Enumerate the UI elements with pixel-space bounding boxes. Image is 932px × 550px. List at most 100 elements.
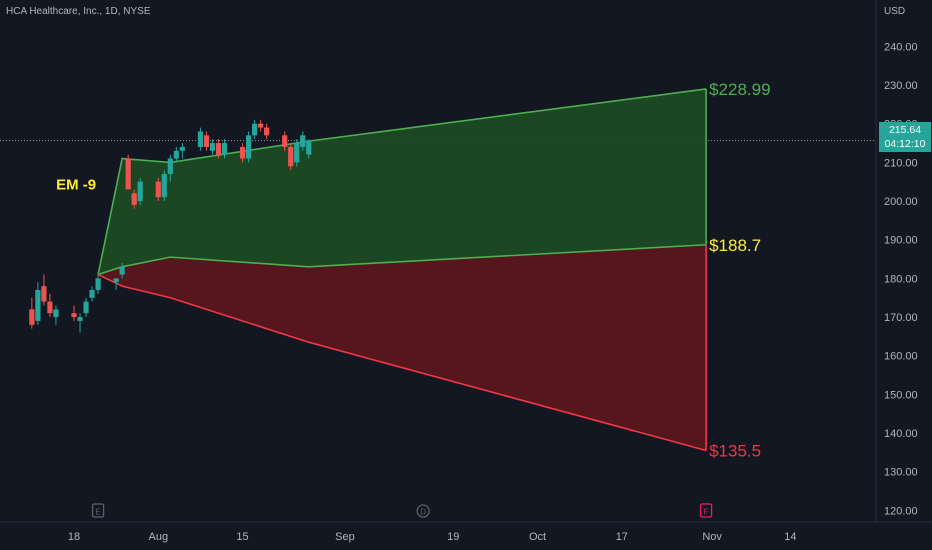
candle bbox=[300, 131, 306, 151]
price-tick-label: 200.00 bbox=[884, 196, 918, 208]
candle-body bbox=[288, 146, 294, 167]
candle bbox=[258, 119, 264, 132]
price-tick-label: 150.00 bbox=[884, 389, 918, 401]
candle-body bbox=[306, 140, 312, 155]
event-badge-label: E bbox=[95, 508, 100, 517]
lower-zone bbox=[98, 244, 707, 451]
candle bbox=[119, 262, 125, 279]
candle bbox=[77, 313, 83, 333]
candle-body bbox=[77, 317, 83, 321]
price-tick-label: 190.00 bbox=[884, 235, 918, 247]
candle bbox=[179, 143, 185, 159]
event-badge-label: F bbox=[704, 508, 709, 517]
time-tick-label: 17 bbox=[616, 531, 628, 543]
currency-label: USD bbox=[884, 6, 906, 17]
event-marker[interactable]: D bbox=[416, 504, 430, 518]
price-tick-label: 130.00 bbox=[884, 467, 918, 479]
expected-move-zones: EM -9 bbox=[56, 88, 707, 452]
em-label: EM -9 bbox=[56, 176, 96, 193]
symbol-title[interactable]: HCA Healthcare, Inc., 1D, NYSE bbox=[6, 6, 151, 17]
event-badge bbox=[91, 503, 105, 518]
candle-body bbox=[179, 146, 185, 151]
candle bbox=[161, 170, 167, 202]
candles bbox=[29, 119, 312, 333]
time-tick-label: Aug bbox=[148, 531, 168, 543]
event-badge bbox=[416, 504, 430, 518]
candle-body bbox=[155, 181, 161, 198]
candle-body bbox=[119, 266, 125, 275]
target-labels: $228.99 $188.7 $135.5 bbox=[709, 80, 770, 460]
candle-body bbox=[209, 143, 216, 151]
price-tick-label: 140.00 bbox=[884, 428, 918, 440]
candle bbox=[83, 297, 89, 318]
candle-body bbox=[221, 143, 228, 155]
candle bbox=[288, 143, 294, 171]
candle bbox=[167, 154, 173, 182]
candle-body bbox=[239, 146, 246, 159]
candle-body bbox=[53, 309, 59, 318]
candle-body bbox=[125, 158, 131, 190]
last-price-tag: 215.64 04:12:10 bbox=[879, 122, 931, 152]
candle-body bbox=[197, 131, 204, 147]
candle-body bbox=[258, 123, 264, 128]
candle bbox=[197, 127, 204, 151]
candle bbox=[209, 139, 216, 155]
candle-body bbox=[137, 181, 143, 202]
candle-body bbox=[300, 135, 306, 147]
candle-body bbox=[294, 143, 300, 163]
candle-body bbox=[252, 123, 258, 136]
target-label: $228.99 bbox=[709, 80, 770, 99]
event-marker[interactable]: E bbox=[91, 503, 105, 518]
candle-body bbox=[173, 150, 179, 159]
candle bbox=[113, 278, 119, 290]
price-tick-label: 160.00 bbox=[884, 351, 918, 363]
candle-body bbox=[161, 174, 167, 198]
candle-body bbox=[95, 278, 101, 290]
candle bbox=[125, 154, 131, 190]
time-tick-label: 15 bbox=[236, 531, 248, 543]
candle bbox=[89, 286, 95, 302]
bar-countdown: 04:12:10 bbox=[884, 138, 926, 150]
candle-body bbox=[282, 135, 288, 147]
upper-zone bbox=[98, 88, 707, 275]
price-tick-label: 170.00 bbox=[884, 312, 918, 324]
time-tick-label: 19 bbox=[447, 531, 459, 543]
price-axis[interactable]: 120.00 130.00 140.00 150.00 160.00 170.00 180.… bbox=[884, 41, 918, 517]
candle bbox=[29, 297, 35, 329]
candle-body bbox=[245, 135, 252, 159]
time-tick-label: Sep bbox=[335, 531, 355, 543]
candle-body bbox=[131, 193, 137, 205]
time-tick-label: Oct bbox=[529, 531, 546, 543]
event-marker[interactable]: F bbox=[699, 503, 713, 518]
candle-body bbox=[203, 135, 210, 147]
time-tick-label: Nov bbox=[702, 531, 722, 543]
candle-body bbox=[89, 290, 95, 298]
time-tick-label: 14 bbox=[784, 531, 796, 543]
candle bbox=[239, 143, 246, 163]
candle-body bbox=[41, 286, 47, 302]
target-label: $188.7 bbox=[709, 236, 761, 255]
candle-body bbox=[29, 309, 35, 325]
candle bbox=[131, 189, 137, 209]
candle bbox=[252, 119, 258, 140]
mid-line bbox=[97, 243, 707, 276]
candle bbox=[71, 305, 77, 321]
candle-body bbox=[35, 290, 41, 321]
price-tick-label: 120.00 bbox=[884, 505, 918, 517]
price-tick-label: 210.00 bbox=[884, 157, 918, 169]
time-axis[interactable]: 18 Aug 15 Sep 19 Oct 17 Nov 14 E D F bbox=[68, 503, 797, 543]
candle-body bbox=[215, 143, 222, 155]
last-price: 215.64 bbox=[888, 124, 922, 136]
candle bbox=[215, 139, 222, 159]
candle bbox=[294, 139, 300, 167]
price-tick-label: 240.00 bbox=[884, 41, 918, 53]
target-label: $135.5 bbox=[709, 441, 761, 460]
candle-body bbox=[47, 301, 53, 314]
candle bbox=[173, 146, 179, 163]
candle-body bbox=[71, 313, 77, 318]
candle bbox=[53, 305, 59, 325]
candle bbox=[137, 177, 143, 205]
candle-body bbox=[83, 301, 89, 314]
event-badge bbox=[699, 503, 713, 518]
